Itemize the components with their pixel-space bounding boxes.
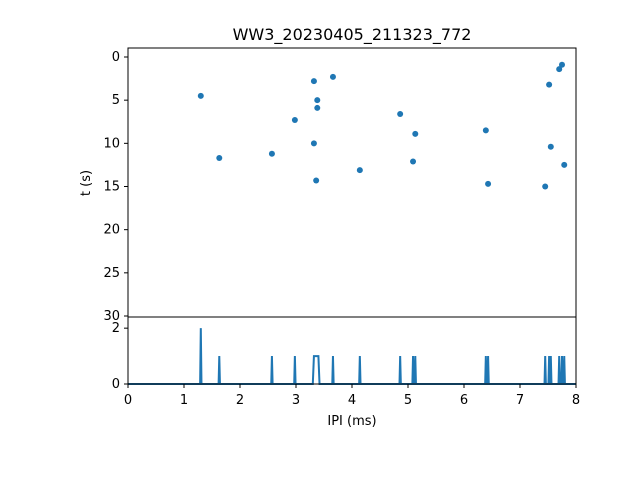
histogram-frame	[127, 316, 577, 385]
y-tick-label: 25	[103, 266, 120, 281]
x-tick-label: 6	[460, 393, 468, 408]
scatter-panel: 0 5 10 15 20 25 30	[103, 47, 577, 324]
scatter-point	[268, 150, 275, 157]
scatter-point	[310, 140, 317, 147]
chart-title: WW3_20230405_211323_772	[233, 25, 472, 45]
x-tick-label: 4	[348, 393, 356, 408]
x-tick-label: 3	[292, 393, 300, 408]
x-tick-label: 8	[572, 393, 580, 408]
x-tick-label: 1	[180, 393, 188, 408]
scatter-point	[397, 110, 404, 117]
scatter-point	[482, 127, 489, 134]
x-tick-label: 5	[404, 393, 412, 408]
scatter-point	[216, 155, 223, 162]
y-tick-label: 15	[103, 180, 120, 195]
scatter-point	[310, 78, 317, 85]
scatter-point	[542, 183, 549, 190]
scatter-point	[291, 117, 298, 124]
y-tick-label: 20	[103, 223, 120, 238]
y-tick-label: 0	[112, 50, 120, 65]
scatter-point	[410, 158, 417, 165]
scatter-point	[561, 161, 568, 168]
scatter-point	[197, 92, 204, 99]
scatter-point	[556, 66, 563, 73]
scatter-point	[485, 180, 492, 187]
histogram-line	[128, 328, 576, 385]
scatter-point	[314, 104, 321, 111]
histogram-panel: 0 2 0 1 2 3 4 5 6 7 8	[112, 316, 580, 408]
scatter-point	[356, 167, 363, 174]
scatter-point	[559, 61, 565, 68]
y-tick-label: 5	[112, 93, 120, 108]
scatter-point	[546, 81, 553, 88]
x-tick-label: 7	[516, 393, 524, 408]
y-tick-label: 30	[103, 309, 120, 324]
scatter-point	[547, 143, 554, 150]
scatter-frame	[127, 47, 577, 318]
scatter-point	[329, 73, 336, 80]
y-tick-label: 2	[112, 321, 120, 336]
scatter-point	[314, 97, 321, 104]
x-tick-label: 0	[124, 393, 132, 408]
x-axis-label: IPI (ms)	[327, 414, 376, 429]
x-tick-label: 2	[236, 393, 244, 408]
scatter-point	[313, 177, 320, 184]
y-axis-label: t (s)	[79, 170, 94, 196]
y-tick-label: 10	[103, 136, 120, 151]
y-tick-label: 0	[112, 377, 120, 392]
scatter-point	[412, 130, 419, 137]
